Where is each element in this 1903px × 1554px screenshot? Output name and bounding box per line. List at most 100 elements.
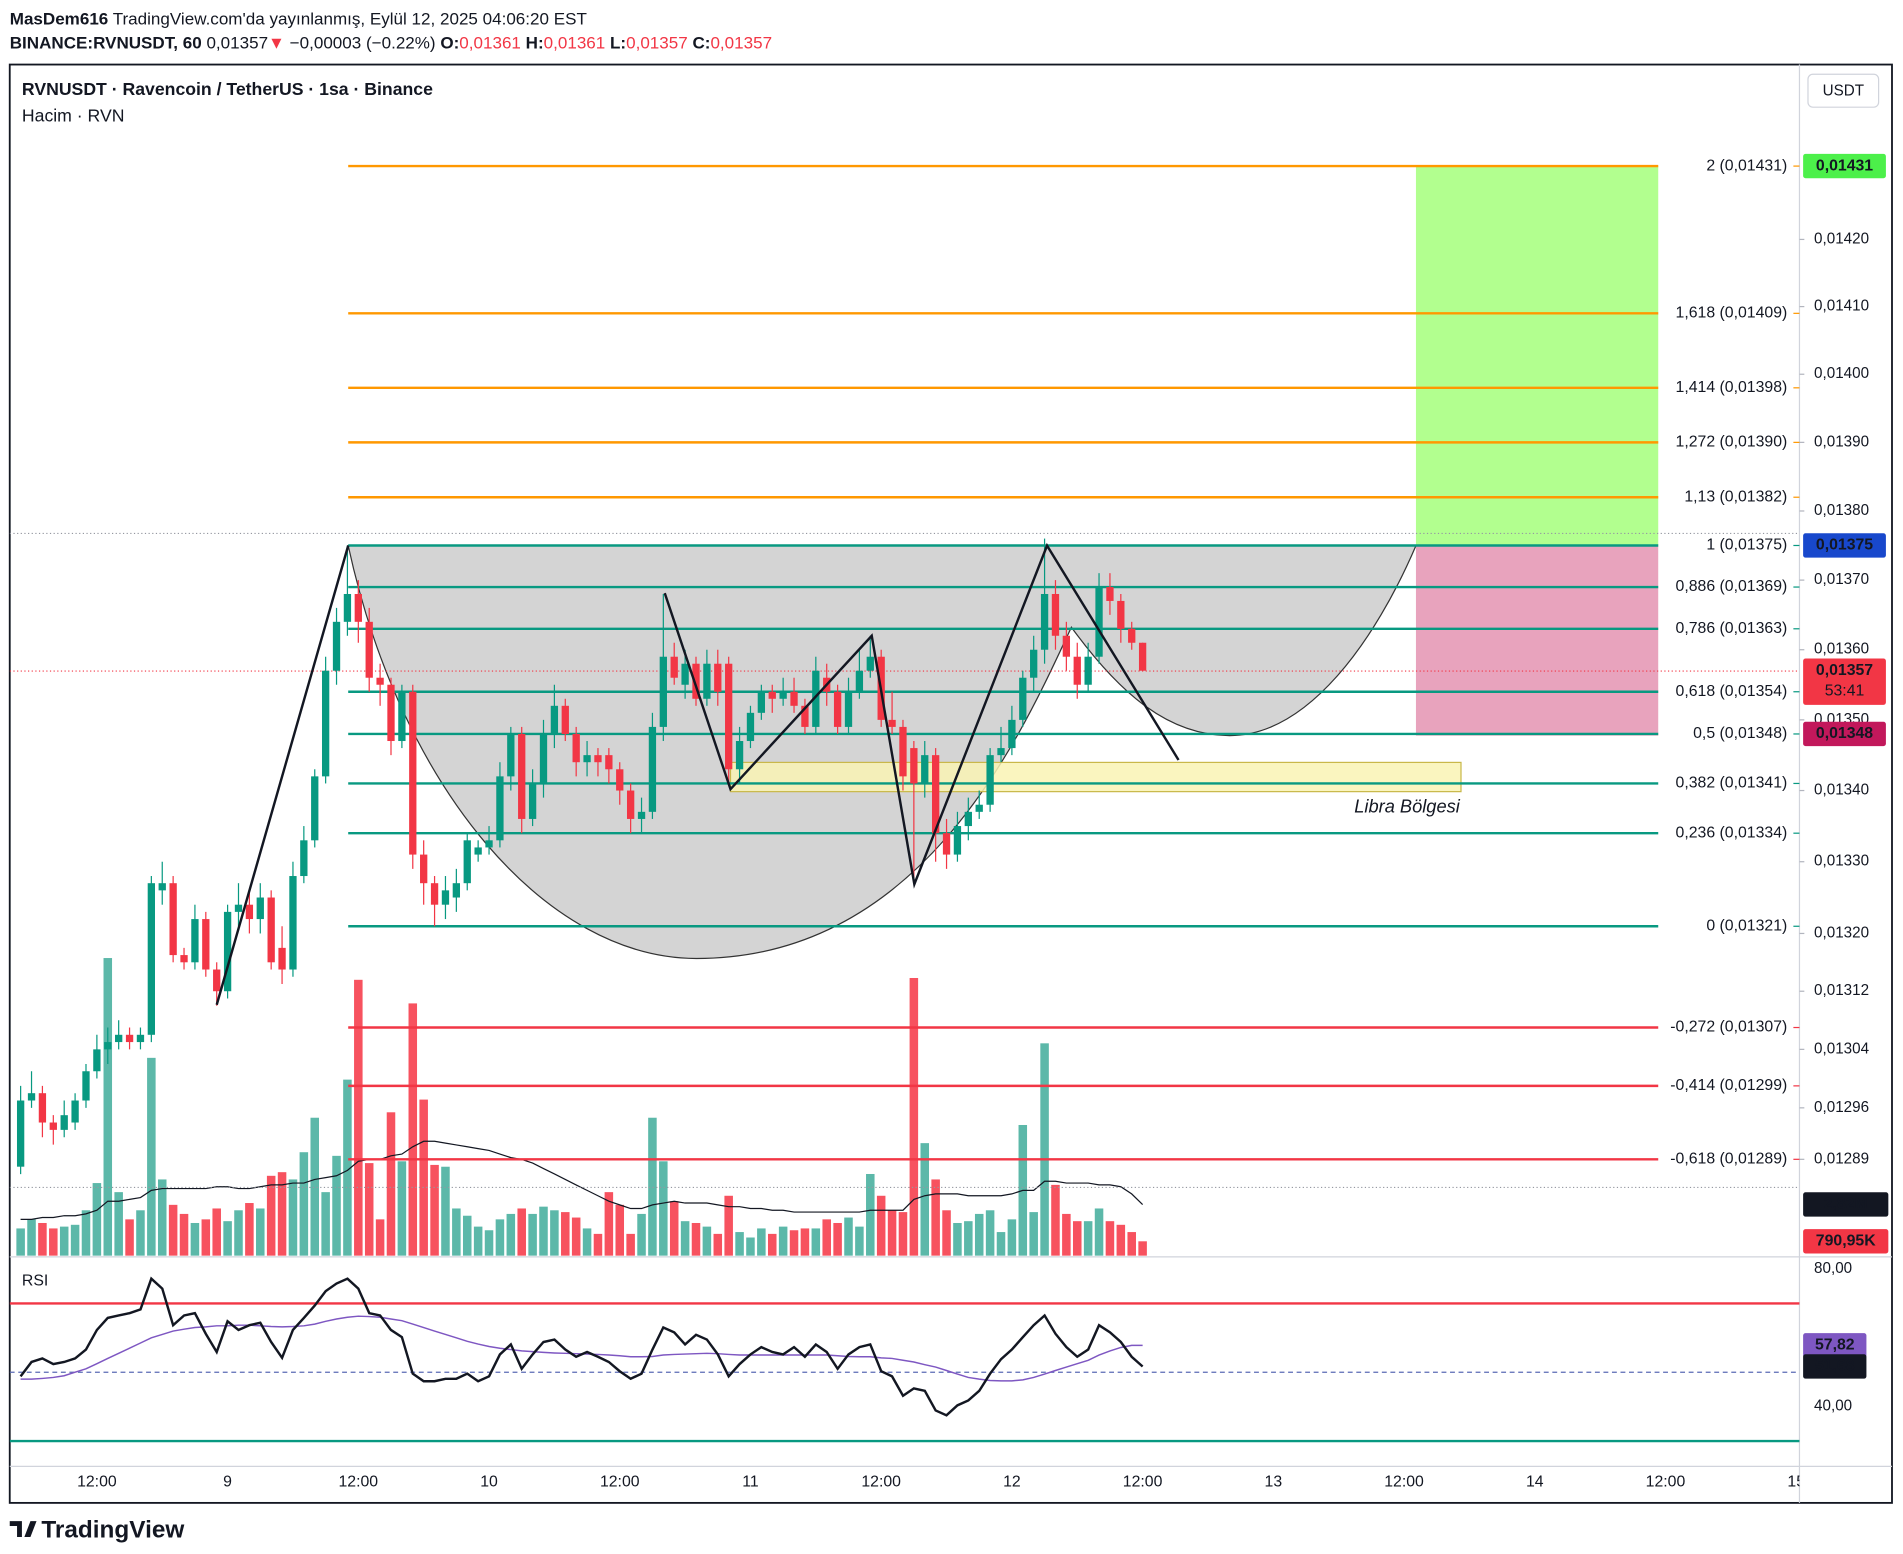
candle-body [833, 691, 842, 727]
candle-body [757, 691, 766, 713]
volume-bar [844, 1217, 853, 1256]
volume-bar [441, 1166, 450, 1256]
volume-bar [38, 1222, 47, 1256]
volume-bar [876, 1195, 886, 1256]
volume-bar [473, 1226, 483, 1256]
volume-bar [713, 1233, 723, 1256]
volume-bar [855, 1226, 864, 1256]
volume-bar [822, 1219, 831, 1256]
author: MasDem616 [9, 8, 109, 29]
candle-body [125, 1034, 134, 1043]
volume-bar [702, 1226, 712, 1256]
volume-bar [626, 1233, 635, 1256]
volume-bar [310, 1117, 320, 1256]
y-tick-label: 0,01410 [1814, 298, 1869, 315]
cup-pattern [347, 545, 1417, 960]
fib-label: 0 (0,01321) [1706, 917, 1787, 934]
candle-body [507, 733, 515, 777]
x-tick-label: 12:00 [1123, 1473, 1163, 1490]
l-key: L: [610, 32, 627, 53]
volume-bar [299, 1152, 309, 1256]
volume-bar [484, 1230, 494, 1256]
candle-body [278, 947, 286, 970]
volume-bar [1127, 1232, 1136, 1256]
volume-bar [201, 1219, 211, 1256]
volume-bar [648, 1117, 657, 1256]
volume-bar [375, 1219, 385, 1256]
candle-body [71, 1100, 79, 1123]
candle-body [289, 876, 297, 970]
volume-bar [386, 1112, 396, 1256]
volume-bar [909, 977, 919, 1256]
rsi-tick-label: 40,00 [1814, 1398, 1852, 1415]
candle-body [115, 1034, 123, 1043]
candle-body [703, 663, 711, 699]
candle-body [1008, 719, 1016, 749]
volume-bar [168, 1204, 178, 1256]
candle-body [594, 755, 602, 763]
rsi-label-box [1803, 1333, 1867, 1358]
h-key: H: [525, 32, 544, 53]
x-tick-label: 14 [1526, 1473, 1544, 1490]
rsi-label: 57,82 [1815, 1337, 1855, 1354]
volume-label-box [1803, 1229, 1889, 1254]
candle-body [725, 663, 733, 770]
currency[interactable]: USDT [1823, 82, 1864, 99]
candle-body [223, 911, 232, 992]
candle-body [648, 726, 657, 812]
candle-body [420, 854, 428, 884]
volume-bar [571, 1217, 581, 1256]
candle-body [855, 670, 864, 692]
fib-label: 0,236 (0,01334) [1676, 824, 1788, 841]
y-tick-label: 0,01390 [1814, 433, 1869, 450]
volume-bar [70, 1224, 80, 1256]
fib-label: 2 (0,01431) [1706, 157, 1787, 174]
fib-label: -0,414 (0,01299) [1670, 1077, 1787, 1094]
trend-line [215, 545, 350, 1006]
candle-body [550, 705, 559, 734]
price-label: 0,01357 [1816, 662, 1873, 679]
chart-title: RVNUSDT · Ravencoin / TetherUS · 1sa · B… [22, 79, 433, 99]
candle-body [376, 677, 384, 685]
candle-body [801, 705, 809, 727]
candle-body [169, 883, 177, 956]
price-label-box [1803, 533, 1886, 558]
fib-label: 0,5 (0,01348) [1693, 725, 1787, 742]
h-value: 0,01361 [543, 32, 606, 53]
candle-body [866, 656, 874, 671]
candle-body [343, 593, 352, 622]
candle-body [180, 955, 188, 963]
currency-button[interactable] [1807, 73, 1880, 108]
candle-body [136, 1034, 145, 1043]
candle-body [942, 833, 951, 855]
volume-bar [157, 1179, 167, 1256]
volume-bar [277, 1172, 287, 1256]
candle-body [735, 741, 744, 770]
fib-label: 1,618 (0,01409) [1676, 305, 1788, 322]
volume-bar [1138, 1241, 1147, 1256]
y-tick-label: 0,01304 [1814, 1040, 1870, 1057]
trend-lines [215, 542, 1180, 1006]
candle-body [692, 663, 700, 699]
volume-bar [1062, 1213, 1071, 1256]
price-label: 0,01348 [1816, 725, 1873, 742]
x-tick-label: 10 [480, 1473, 498, 1490]
candle-body [1106, 587, 1114, 601]
candle-body [60, 1115, 68, 1130]
y-tick-label: 0,01420 [1814, 230, 1869, 247]
candle-body [1073, 656, 1081, 685]
candle-body [626, 790, 635, 819]
volume-bar [364, 1163, 374, 1256]
candle-body [104, 1042, 112, 1050]
volume-bar [223, 1221, 232, 1256]
volume-bar [212, 1208, 221, 1256]
candle-body [93, 1049, 101, 1072]
x-tick-label: 9 [223, 1473, 232, 1490]
volume-bar [561, 1212, 570, 1256]
volume-bar [49, 1228, 58, 1256]
rsi-line [19, 1276, 1144, 1417]
candle-body [539, 733, 548, 784]
x-tick-label: 15 [1787, 1473, 1805, 1490]
candle-body [474, 847, 482, 855]
